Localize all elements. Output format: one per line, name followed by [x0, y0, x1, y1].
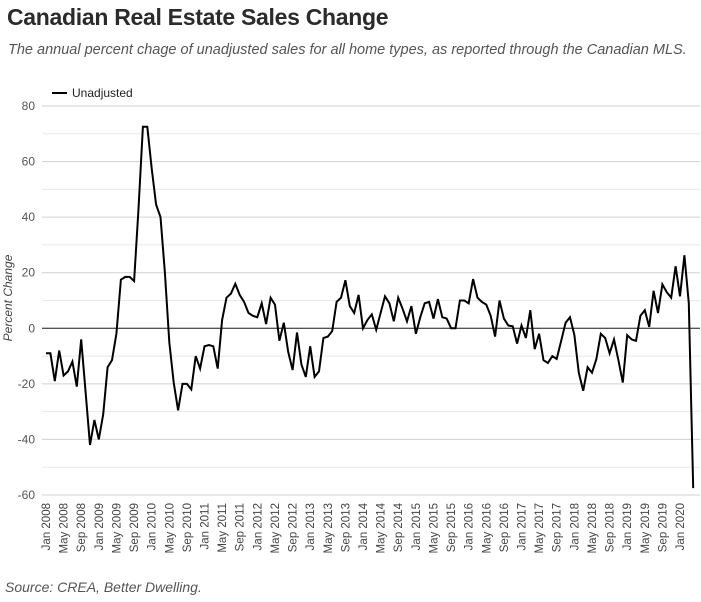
x-tick-label: Sep 2014: [393, 502, 405, 552]
x-tick-label: May 2010: [164, 503, 176, 554]
y-axis-label: Percent Change: [1, 254, 15, 341]
x-tick-label: Jan 2012: [252, 503, 264, 550]
x-tick-label: May 2014: [376, 502, 388, 553]
x-tick-label: Jan 2020: [675, 503, 687, 550]
x-tick-label: Sep 2012: [288, 503, 300, 552]
y-tick-label: 40: [22, 210, 36, 224]
x-tick-label: Sep 2008: [76, 503, 88, 552]
y-tick-label: 0: [28, 321, 35, 335]
x-tick-label: Sep 2011: [235, 503, 247, 551]
x-tick-label: Jan 2008: [41, 503, 53, 550]
series-line-unadjusted: [46, 125, 695, 489]
x-tick-label: May 2008: [59, 503, 71, 554]
x-tick-label: May 2017: [534, 503, 546, 554]
x-tick-label: Sep 2019: [657, 503, 669, 552]
x-tick-label: May 2016: [481, 503, 493, 554]
x-tick-label: Sep 2010: [182, 503, 194, 552]
x-tick-label: Sep 2018: [605, 503, 617, 552]
x-tick-label: Jan 2018: [569, 503, 581, 550]
source-note: Source: CREA, Better Dwelling.: [5, 579, 202, 595]
chart-title: Canadian Real Estate Sales Change: [7, 4, 389, 30]
legend-label-unadjusted: Unadjusted: [72, 86, 133, 100]
x-tick-label: Sep 2016: [499, 503, 511, 552]
x-tick-label: Jan 2011: [200, 503, 212, 549]
x-tick-label: Sep 2017: [552, 503, 564, 552]
x-tick-label: May 2011: [217, 503, 229, 553]
x-tick-label: Jan 2009: [94, 503, 106, 550]
y-tick-label: 60: [22, 155, 36, 169]
x-tick-label: Jan 2015: [411, 503, 423, 550]
x-tick-label: May 2013: [323, 503, 335, 554]
x-tick-label: May 2019: [640, 503, 652, 554]
y-tick-label: -20: [18, 377, 36, 391]
x-tick-label: Jan 2014: [358, 502, 370, 550]
y-tick-label: 80: [22, 99, 36, 113]
legend[interactable]: Unadjusted: [52, 86, 133, 100]
x-tick-label: May 2018: [587, 503, 599, 554]
x-tick-label: Jan 2010: [147, 503, 159, 550]
x-tick-label: Jan 2013: [305, 503, 317, 550]
x-tick-label: Sep 2013: [340, 503, 352, 552]
y-axis-ticks: 80 60 40 20 0 -20 -40 -60: [18, 99, 36, 502]
y-tick-label: -40: [18, 432, 36, 446]
y-tick-label: -60: [18, 488, 36, 502]
x-tick-label: May 2009: [111, 503, 123, 554]
chart-subtitle: The annual percent chage of unadjusted s…: [8, 42, 687, 58]
x-tick-label: Sep 2009: [129, 503, 141, 552]
x-tick-label: May 2012: [270, 503, 282, 554]
x-tick-label: Jan 2017: [517, 503, 529, 550]
x-tick-label: Jan 2016: [464, 503, 476, 550]
x-tick-label: Sep 2015: [446, 503, 458, 552]
x-tick-label: May 2015: [428, 503, 440, 554]
x-axis-ticks: Jan 2008 May 2008 Sep 2008 Jan 2009 May 2009…: [41, 502, 687, 553]
y-tick-label: 20: [22, 266, 36, 280]
x-tick-label: Jan 2019: [622, 503, 634, 550]
